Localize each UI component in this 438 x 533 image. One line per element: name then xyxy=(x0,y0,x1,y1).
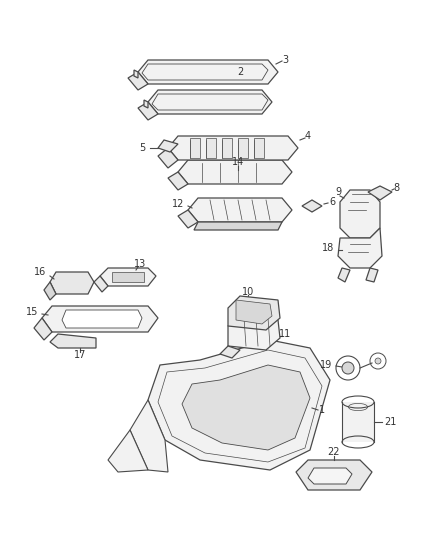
Polygon shape xyxy=(50,272,94,294)
Polygon shape xyxy=(138,102,158,120)
Polygon shape xyxy=(338,228,382,268)
Polygon shape xyxy=(206,138,216,158)
Polygon shape xyxy=(50,334,96,348)
Polygon shape xyxy=(44,282,56,300)
Text: 12: 12 xyxy=(172,199,184,209)
Polygon shape xyxy=(178,210,198,228)
Polygon shape xyxy=(340,190,380,238)
Polygon shape xyxy=(108,430,148,472)
Polygon shape xyxy=(168,136,298,160)
Text: 8: 8 xyxy=(393,183,399,193)
Polygon shape xyxy=(368,186,392,200)
Text: 2: 2 xyxy=(237,67,243,77)
Polygon shape xyxy=(138,60,278,84)
Polygon shape xyxy=(94,276,108,292)
Polygon shape xyxy=(308,468,352,484)
Polygon shape xyxy=(342,402,374,442)
Polygon shape xyxy=(188,198,292,222)
Polygon shape xyxy=(112,272,144,282)
Polygon shape xyxy=(222,138,232,158)
Polygon shape xyxy=(236,300,272,324)
Text: 6: 6 xyxy=(329,197,335,207)
Polygon shape xyxy=(134,70,138,78)
Polygon shape xyxy=(338,268,350,282)
Text: 21: 21 xyxy=(384,417,396,427)
Polygon shape xyxy=(42,306,158,332)
Polygon shape xyxy=(144,100,148,108)
Polygon shape xyxy=(130,400,168,472)
Polygon shape xyxy=(128,72,148,90)
Circle shape xyxy=(375,358,381,364)
Polygon shape xyxy=(158,148,178,168)
Text: 11: 11 xyxy=(279,329,291,339)
Polygon shape xyxy=(182,365,310,450)
Text: 18: 18 xyxy=(322,243,334,253)
Text: 17: 17 xyxy=(74,350,86,360)
Text: 16: 16 xyxy=(34,267,46,277)
Text: 5: 5 xyxy=(139,143,145,153)
Text: 15: 15 xyxy=(26,307,38,317)
Polygon shape xyxy=(34,318,52,340)
Polygon shape xyxy=(178,160,292,184)
Polygon shape xyxy=(148,340,330,470)
Text: 10: 10 xyxy=(242,287,254,297)
Polygon shape xyxy=(168,172,188,190)
Polygon shape xyxy=(62,310,142,328)
Text: 1: 1 xyxy=(319,405,325,415)
Polygon shape xyxy=(148,90,272,114)
Text: 9: 9 xyxy=(335,187,341,197)
Polygon shape xyxy=(296,460,372,490)
Text: 4: 4 xyxy=(305,131,311,141)
Polygon shape xyxy=(366,268,378,282)
Polygon shape xyxy=(158,140,178,152)
Polygon shape xyxy=(194,222,282,230)
Text: 13: 13 xyxy=(134,259,146,269)
Polygon shape xyxy=(228,296,280,330)
Polygon shape xyxy=(228,316,280,350)
Text: 3: 3 xyxy=(282,55,288,65)
Polygon shape xyxy=(238,138,248,158)
Text: 19: 19 xyxy=(320,360,332,370)
Polygon shape xyxy=(220,346,240,358)
Polygon shape xyxy=(100,268,156,286)
Text: 14: 14 xyxy=(232,157,244,167)
Text: 22: 22 xyxy=(328,447,340,457)
Polygon shape xyxy=(254,138,264,158)
Polygon shape xyxy=(302,200,322,212)
Circle shape xyxy=(342,362,354,374)
Polygon shape xyxy=(190,138,200,158)
